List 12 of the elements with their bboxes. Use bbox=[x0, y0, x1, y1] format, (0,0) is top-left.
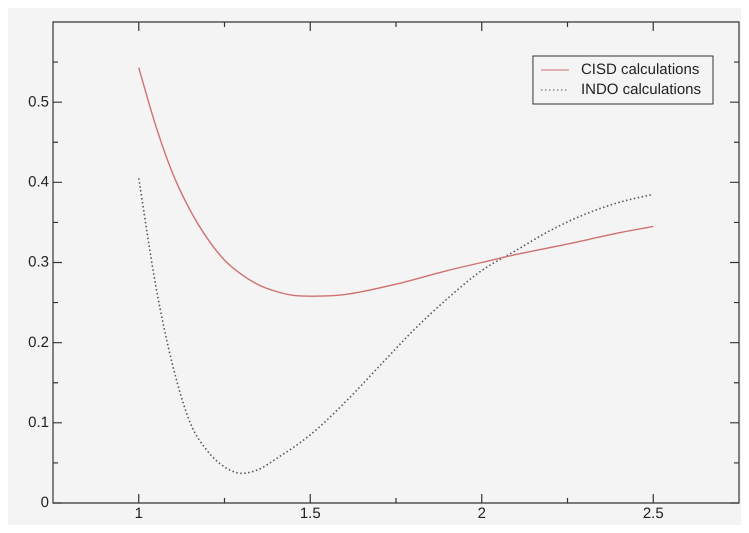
x-tick-label: 1 bbox=[134, 505, 143, 522]
y-tick-label: 0.2 bbox=[28, 334, 49, 351]
y-tick-label: 0.5 bbox=[28, 93, 49, 110]
legend-label: INDO calculations bbox=[580, 81, 702, 98]
y-tick-label: 0.3 bbox=[28, 254, 49, 271]
x-tick-label: 1.5 bbox=[300, 505, 321, 522]
legend-label: CISD calculations bbox=[580, 61, 700, 78]
y-tick-label: 0.4 bbox=[28, 173, 49, 190]
y-tick-label: 0.1 bbox=[28, 414, 49, 431]
y-tick-label: 0 bbox=[40, 494, 49, 512]
x-tick-label: 2.5 bbox=[642, 505, 664, 522]
x-tick-label: 2 bbox=[478, 505, 486, 522]
